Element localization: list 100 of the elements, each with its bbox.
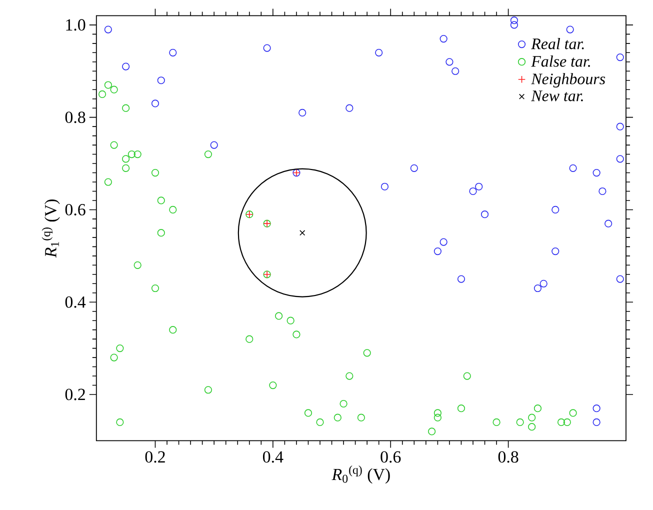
- point: [540, 280, 548, 288]
- point: [104, 178, 112, 186]
- point: [110, 86, 118, 94]
- legend-label: Neighbours: [531, 73, 606, 88]
- y-tick-label: 0.6: [65, 204, 86, 216]
- legend-label: False tar.: [531, 56, 590, 67]
- point: [510, 16, 518, 24]
- point: [510, 21, 518, 29]
- point: [440, 238, 448, 246]
- point: [151, 100, 160, 108]
- legend-label: New tar.: [531, 90, 583, 102]
- point: [246, 335, 254, 343]
- point: [122, 155, 130, 163]
- point: [616, 53, 624, 62]
- point: [169, 48, 177, 56]
- point: [157, 229, 165, 237]
- point: [469, 187, 477, 196]
- point: [204, 150, 212, 158]
- point: [238, 168, 367, 298]
- point: [604, 220, 612, 228]
- point: [346, 372, 354, 380]
- point: [434, 414, 442, 422]
- y-tick-label: 0.4: [65, 296, 86, 308]
- x-tick-label: 0.2: [145, 451, 165, 463]
- point: [275, 312, 283, 320]
- point: [463, 372, 471, 380]
- point: [457, 275, 466, 283]
- point: [552, 206, 560, 214]
- point: [616, 275, 624, 283]
- point: [598, 187, 606, 196]
- point: [122, 62, 130, 70]
- point: [592, 404, 600, 412]
- point: [292, 330, 300, 338]
- y-tick-label: 1.0: [66, 19, 86, 31]
- y-tick-label: 0.2: [65, 388, 85, 400]
- point: [446, 58, 454, 66]
- x-axis-title: R$_{0}$$^{(q)}$ (V): [332, 466, 390, 484]
- point: [169, 326, 177, 334]
- point: [128, 150, 136, 158]
- point: [457, 404, 466, 412]
- point: [104, 26, 112, 34]
- point: [298, 108, 306, 117]
- point: [592, 168, 600, 177]
- point: [334, 414, 342, 422]
- point: [375, 48, 383, 56]
- point: [346, 104, 354, 112]
- point: [475, 182, 483, 190]
- point: [363, 349, 371, 357]
- point: [98, 90, 106, 98]
- y-axis-title: R$_{1}$$^{(q)}$ (V): [42, 200, 60, 258]
- point: [428, 428, 436, 436]
- point: [157, 196, 165, 204]
- point: [116, 418, 124, 426]
- point: [110, 141, 118, 149]
- point: [528, 414, 536, 422]
- legend-label: Real tar.: [531, 38, 584, 50]
- x-tick-label: 0.6: [380, 451, 401, 463]
- point: [480, 210, 489, 218]
- point: [452, 67, 460, 75]
- point: [434, 409, 442, 417]
- point: [592, 418, 600, 426]
- point: [380, 182, 389, 190]
- point: [151, 168, 160, 177]
- point: [110, 354, 118, 362]
- x-tick-label: 0.4: [262, 451, 284, 463]
- point: [569, 409, 577, 417]
- point: [440, 34, 448, 43]
- point: [169, 206, 177, 214]
- point: [122, 164, 130, 172]
- point: [204, 386, 212, 394]
- point: [304, 409, 312, 417]
- point: [210, 141, 218, 149]
- point: [134, 150, 142, 158]
- point: [434, 247, 442, 256]
- point: [557, 418, 566, 426]
- point: [534, 404, 542, 412]
- point: [157, 76, 165, 84]
- point: [104, 81, 112, 89]
- point: [492, 418, 500, 426]
- point: [569, 164, 577, 172]
- point: [151, 284, 160, 292]
- point: [286, 316, 294, 324]
- point: [134, 261, 142, 269]
- point: [516, 418, 524, 426]
- point: [357, 414, 365, 422]
- point: [534, 284, 542, 292]
- point: [410, 164, 418, 172]
- point: [616, 122, 624, 130]
- point: [122, 104, 130, 112]
- point: [566, 26, 574, 34]
- point: [528, 423, 536, 431]
- point: [269, 381, 277, 390]
- point: [616, 155, 624, 163]
- y-tick-label: 0.8: [65, 112, 86, 124]
- point: [116, 344, 124, 352]
- point: [552, 247, 560, 256]
- point: [263, 44, 271, 52]
- x-tick-label: 0.8: [498, 451, 518, 463]
- point: [563, 418, 571, 426]
- point: [340, 400, 348, 408]
